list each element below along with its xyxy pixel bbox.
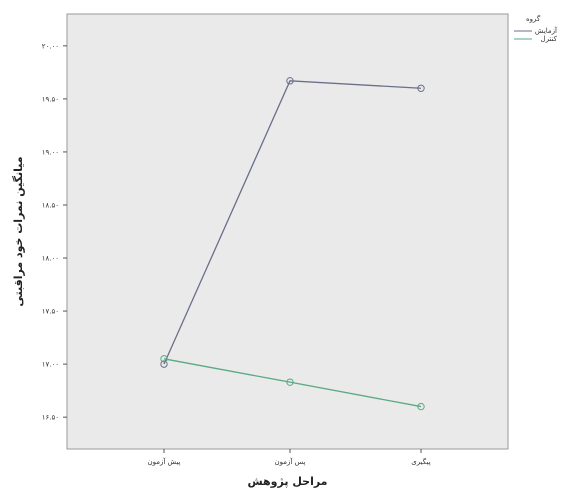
data-point — [417, 402, 425, 411]
y-tick-label: ۱۸.۵۰ — [42, 201, 59, 209]
data-point — [286, 378, 294, 386]
series-line-2 — [163, 358, 422, 408]
y-tick-label: ۱۷.۵۰ — [42, 308, 59, 316]
data-point — [160, 360, 168, 368]
data-point — [160, 355, 168, 363]
legend-label: کنترل — [540, 35, 557, 43]
series-line-1 — [163, 80, 422, 365]
legend-label: آزمایش — [535, 26, 558, 35]
data-point — [417, 84, 425, 92]
y-tick-label: ۱۹.۰۰ — [42, 148, 59, 156]
y-tick-label: ۱۹.۵۰ — [42, 95, 59, 103]
x-tick-label: پس آزمون — [275, 457, 306, 466]
x-tick-label: پیش آزمون — [147, 457, 180, 466]
series-layer — [160, 77, 425, 411]
y-tick-label: ۲۰.۰۰ — [42, 42, 59, 50]
x-axis: پیش آزمون پس آزمون پیگیری — [147, 449, 431, 466]
y-axis-title: میانگین نمرات خود مراقبتی — [12, 156, 25, 306]
legend-title: گروه — [526, 14, 541, 23]
y-tick-label: ۱۶.۵۰ — [42, 414, 59, 422]
y-axis: ۱۶.۵۰ ۱۷.۰۰ ۱۷.۵۰ ۱۸.۰۰ ۱۸.۵۰ ۱۹.۰۰ ۱۹.۵۰ ۲۰.۰۰ — [42, 42, 67, 422]
data-point — [286, 77, 294, 85]
y-tick-label: ۱۷.۰۰ — [42, 361, 59, 369]
x-axis-title: مراحل پژوهش — [248, 475, 328, 488]
y-tick-label: ۱۸.۰۰ — [42, 255, 59, 263]
x-tick-label: پیگیری — [411, 457, 430, 466]
